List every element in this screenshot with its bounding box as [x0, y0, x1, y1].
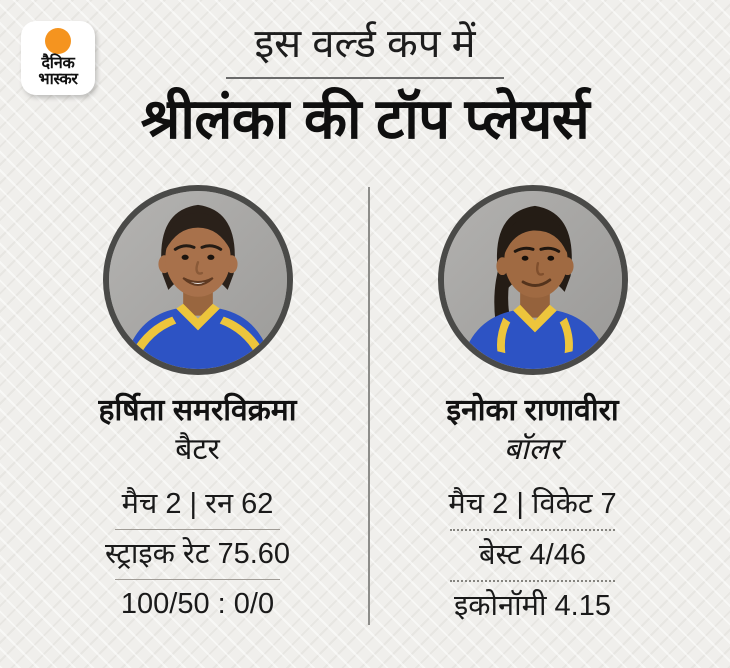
kicker-text: इस वर्ल्ड कप में: [254, 22, 476, 66]
header: इस वर्ल्ड कप में श्रीलंका की टॉप प्लेयर्…: [0, 0, 730, 151]
sun-icon: [45, 28, 71, 54]
player-portrait-illustration: [108, 191, 287, 370]
stat-divider: [450, 529, 615, 532]
player-card-bowler: इनोका राणावीरा बॉलर मैच 2 | विकेट 7 बेस्…: [365, 185, 730, 630]
kicker-underline: [226, 77, 504, 79]
player-stats: मैच 2 | विकेट 7 बेस्ट 4/46 इकोनॉमी 4.15: [448, 480, 616, 630]
stat-row: 100/50 : 0/0: [120, 587, 275, 620]
stat-row: इकोनॉमी 4.15: [454, 589, 611, 622]
stat-divider: [450, 579, 615, 582]
stat-row: मैच 2 | रन 62: [121, 488, 274, 521]
stat-divider: [115, 529, 280, 531]
player-name: इनोका राणावीरा: [446, 394, 619, 428]
player-card-batter: हर्षिता समरविक्रमा बैटर मैच 2 | रन 62 स्…: [0, 185, 365, 630]
player-stats: मैच 2 | रन 62 स्ट्राइक रेट 75.60 100/50 …: [105, 480, 290, 628]
stat-divider: [115, 578, 280, 580]
player-photo-bowler: [437, 185, 628, 376]
player-portrait-illustration: [443, 191, 622, 370]
page-title: श्रीलंका की टॉप प्लेयर्स: [140, 87, 590, 150]
logo-wordmark: दैनिक भास्कर: [38, 55, 78, 89]
logo-line2: भास्कर: [38, 71, 78, 89]
player-name: हर्षिता समरविक्रमा: [98, 394, 297, 428]
stat-row: मैच 2 | विकेट 7: [448, 488, 617, 521]
stat-row: स्ट्राइक रेट 75.60: [104, 538, 291, 571]
player-role: बॉलर: [503, 433, 562, 467]
logo-line1: दैनिक: [41, 55, 75, 72]
player-photo-batter: [102, 185, 293, 376]
stat-row: बेस्ट 4/46: [479, 539, 586, 572]
player-role: बैटर: [175, 433, 220, 467]
players-section: हर्षिता समरविक्रमा बैटर मैच 2 | रन 62 स्…: [0, 185, 730, 630]
column-divider: [368, 187, 370, 626]
dainik-bhaskar-logo: दैनिक भास्कर: [21, 21, 95, 95]
